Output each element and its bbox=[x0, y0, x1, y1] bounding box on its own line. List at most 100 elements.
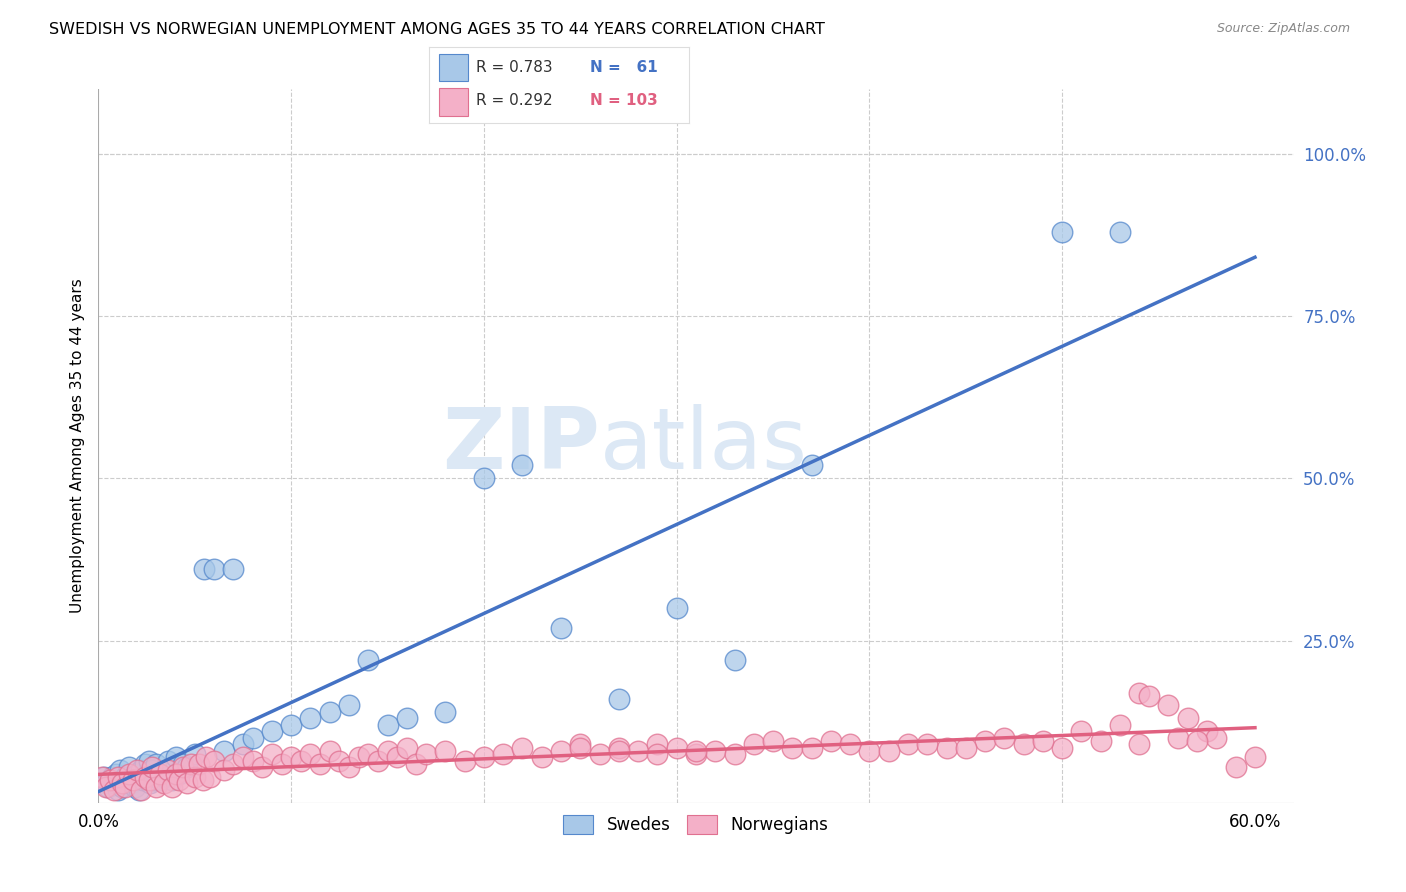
Point bbox=[156, 764, 179, 778]
Point bbox=[1157, 698, 1180, 713]
Point bbox=[191, 773, 214, 788]
Point bbox=[153, 776, 176, 790]
Point bbox=[187, 756, 209, 771]
Point bbox=[149, 773, 172, 788]
Point bbox=[820, 734, 842, 748]
Point bbox=[260, 747, 283, 761]
Point bbox=[280, 718, 302, 732]
Point bbox=[1109, 225, 1132, 239]
Point bbox=[139, 776, 162, 790]
Text: N = 103: N = 103 bbox=[591, 93, 658, 108]
Point bbox=[935, 740, 957, 755]
Point bbox=[176, 760, 198, 774]
Point bbox=[141, 760, 163, 774]
Point bbox=[742, 738, 765, 752]
Text: atlas: atlas bbox=[600, 404, 808, 488]
Point bbox=[129, 764, 152, 778]
Point bbox=[1128, 685, 1150, 699]
Point bbox=[1012, 738, 1035, 752]
Point bbox=[1167, 731, 1189, 745]
Point bbox=[202, 754, 225, 768]
Point bbox=[897, 738, 920, 752]
Point bbox=[319, 705, 342, 719]
Bar bbox=[439, 54, 468, 81]
Point bbox=[415, 747, 437, 761]
Text: N =   61: N = 61 bbox=[591, 61, 658, 75]
Point bbox=[107, 782, 129, 797]
Point bbox=[138, 754, 160, 768]
Point bbox=[1177, 711, 1199, 725]
Point bbox=[124, 780, 146, 794]
Point bbox=[135, 770, 157, 784]
Point bbox=[180, 756, 202, 771]
Point bbox=[858, 744, 880, 758]
Point bbox=[993, 731, 1015, 745]
Point bbox=[337, 698, 360, 713]
Point bbox=[232, 750, 254, 764]
Point bbox=[195, 750, 218, 764]
Point bbox=[647, 747, 669, 761]
Point bbox=[377, 718, 399, 732]
Point bbox=[120, 776, 142, 790]
Point bbox=[114, 780, 136, 794]
Point bbox=[367, 754, 389, 768]
Point bbox=[955, 740, 977, 755]
Point bbox=[974, 734, 997, 748]
Point bbox=[165, 750, 187, 764]
Point bbox=[110, 776, 132, 790]
Point bbox=[134, 756, 156, 771]
Point bbox=[125, 766, 148, 780]
Point bbox=[319, 744, 342, 758]
Point bbox=[723, 747, 745, 761]
Point bbox=[385, 750, 409, 764]
Point bbox=[176, 776, 198, 790]
Point bbox=[299, 747, 322, 761]
Point bbox=[270, 756, 292, 771]
Point bbox=[665, 740, 688, 755]
Point bbox=[309, 756, 332, 771]
Point bbox=[550, 744, 572, 758]
Point bbox=[222, 756, 245, 771]
Point bbox=[839, 738, 862, 752]
Point bbox=[145, 756, 167, 771]
Point bbox=[91, 770, 114, 784]
Point bbox=[453, 754, 475, 768]
Point bbox=[1195, 724, 1218, 739]
Point bbox=[377, 744, 399, 758]
Point bbox=[202, 562, 225, 576]
Point bbox=[184, 747, 207, 761]
Point bbox=[1137, 689, 1160, 703]
Point bbox=[112, 776, 135, 790]
Point bbox=[222, 562, 245, 576]
Point bbox=[280, 750, 302, 764]
Point bbox=[472, 471, 495, 485]
Point bbox=[800, 458, 823, 473]
Point bbox=[512, 740, 534, 755]
Point bbox=[242, 731, 264, 745]
Point bbox=[149, 766, 172, 780]
Bar bbox=[439, 88, 468, 116]
Point bbox=[1070, 724, 1092, 739]
Point bbox=[328, 754, 350, 768]
Point bbox=[101, 770, 124, 784]
Point bbox=[647, 738, 669, 752]
Point bbox=[98, 773, 121, 788]
Point bbox=[1244, 750, 1267, 764]
Point bbox=[337, 760, 360, 774]
Point bbox=[169, 766, 191, 780]
Point bbox=[169, 773, 191, 788]
Point bbox=[877, 744, 900, 758]
Point bbox=[97, 780, 120, 794]
Point bbox=[160, 780, 183, 794]
Point bbox=[242, 754, 264, 768]
Point bbox=[434, 744, 457, 758]
Point bbox=[1205, 731, 1227, 745]
Point bbox=[138, 773, 160, 788]
Point bbox=[607, 740, 630, 755]
Point bbox=[530, 750, 553, 764]
Point bbox=[212, 744, 235, 758]
Point bbox=[122, 773, 145, 788]
Point bbox=[1050, 225, 1073, 239]
Point bbox=[103, 782, 125, 797]
Point bbox=[110, 780, 132, 794]
